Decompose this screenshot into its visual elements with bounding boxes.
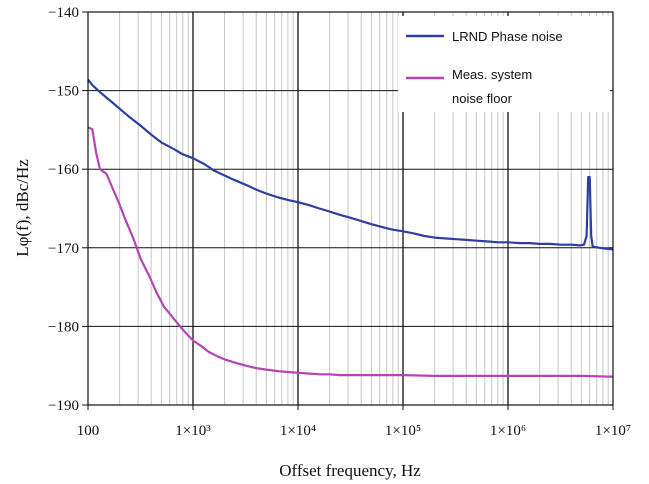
x-tick-label: 1×10⁴: [280, 423, 316, 439]
series-layer: [87, 78, 614, 378]
y-tick-label: −180: [48, 319, 79, 335]
x-tick-label: 1×10⁵: [385, 423, 421, 439]
legend-label-lrnd: LRND Phase noise: [452, 29, 563, 44]
y-tick-label: −140: [48, 5, 79, 21]
plot-frame: [87, 11, 614, 406]
y-tick-label: −160: [48, 162, 79, 178]
x-tick-label: 1×10³: [175, 423, 211, 439]
x-axis-title: Offset frequency, Hz: [279, 461, 421, 480]
legend-label-noise-floor: Meas. system noise floor: [452, 67, 532, 106]
grid: [88, 12, 613, 405]
y-axis-ticks: −140 −150 −160 −170 −180 −190: [48, 5, 88, 414]
y-tick-label: −190: [48, 398, 79, 414]
y-tick-label: −170: [48, 241, 79, 257]
legend-box: [398, 16, 610, 112]
series-line-0: [87, 78, 614, 251]
y-tick-label: −150: [48, 84, 79, 100]
x-tick-label: 100: [77, 423, 100, 439]
x-tick-label: 1×10⁷: [595, 423, 631, 439]
x-tick-label: 1×10⁶: [490, 423, 526, 439]
series-line-1: [87, 126, 614, 378]
y-axis-title: Lφ(f), dBc/Hz: [13, 159, 32, 257]
legend: LRND Phase noise Meas. system noise floor: [398, 16, 610, 112]
x-axis-ticks: 100 1×10³ 1×10⁴ 1×10⁵ 1×10⁶ 1×10⁷: [77, 405, 631, 439]
